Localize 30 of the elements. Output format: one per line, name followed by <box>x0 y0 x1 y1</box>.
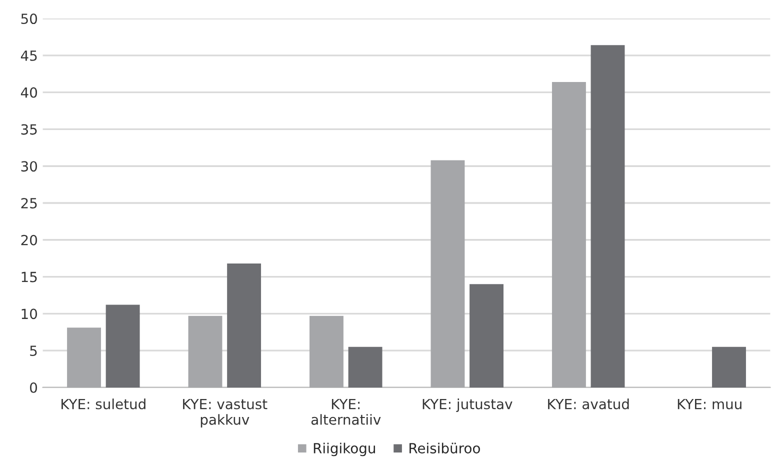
y-tick-label: 35 <box>21 124 37 135</box>
bar <box>430 160 465 388</box>
y-tick-label: 45 <box>20 50 37 61</box>
bar <box>712 346 746 388</box>
bar <box>106 304 140 388</box>
bar <box>552 82 586 388</box>
bar <box>310 316 344 388</box>
y-tick-label: 50 <box>21 14 38 24</box>
x-tick-label: KYE: suletud <box>62 398 146 410</box>
x-tick-label: KYE: jutustav <box>422 398 512 412</box>
y-tick-label: 40 <box>20 87 38 98</box>
legend-label: Reisibüroo <box>410 442 480 454</box>
x-tick-label: KYE: avatud <box>548 398 629 410</box>
x-tick-label: KYE: vastust pakkuv <box>183 398 268 428</box>
y-tick-label: 10 <box>22 308 38 320</box>
y-tick-label: 5 <box>30 346 37 356</box>
y-tick-label: 20 <box>21 234 38 246</box>
bar <box>188 316 222 388</box>
bar <box>590 45 625 388</box>
y-tick-label: 0 <box>30 382 38 393</box>
y-tick-label: 15 <box>22 272 37 282</box>
bar <box>348 346 382 388</box>
x-tick-label: KYE: muu <box>678 398 742 410</box>
bar <box>227 263 262 388</box>
bar <box>470 284 504 388</box>
bar <box>67 328 101 388</box>
y-tick-label: 30 <box>21 161 38 172</box>
legend-label: Riigikogu <box>314 442 375 456</box>
y-tick-label: 25 <box>21 198 37 208</box>
x-tick-label: KYE: alternatiiv <box>311 398 381 425</box>
